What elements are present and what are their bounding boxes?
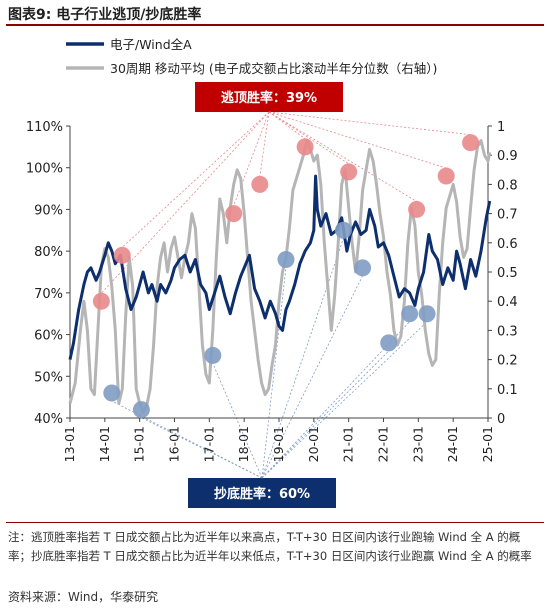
- x-tick-label: 19-01: [271, 426, 286, 462]
- bottom-marker: [354, 259, 372, 277]
- bottom-arrow: [212, 363, 263, 479]
- footnote: 注：逃顶胜率指若 T 日成交额占比为近半年以来高点，T-T+30 日区间内该行业…: [8, 530, 532, 563]
- top-annotation-label: 逃顶胜率：39%: [221, 90, 317, 106]
- bottom-annotation-box: [188, 478, 336, 508]
- right-tick-label: 0.4: [497, 295, 518, 310]
- top-annotation: 逃顶胜率：39%: [195, 82, 343, 112]
- x-tick-label: 17-01: [201, 426, 216, 462]
- top-annotation-box: [195, 82, 343, 112]
- right-tick-label: 0.6: [497, 237, 518, 252]
- right-tick-label: 0: [497, 412, 505, 427]
- left-tick-label: 80%: [34, 245, 63, 260]
- legend-label-ratio: 电子/Wind全A: [110, 37, 192, 52]
- bottom-annotation: 抄底胜率：60%: [188, 478, 336, 508]
- note-rule: [6, 522, 544, 523]
- bottom-marker: [103, 384, 121, 402]
- x-tick-label: 24-01: [445, 426, 460, 462]
- left-tick-label: 70%: [34, 287, 63, 302]
- x-tick-label: 25-01: [480, 426, 495, 462]
- x-tick-label: 20-01: [306, 426, 321, 462]
- series-line-ma: [68, 139, 492, 414]
- bottom-marker: [132, 401, 150, 419]
- x-tick-label: 16-01: [167, 426, 182, 462]
- right-tick-label: 0.7: [497, 208, 518, 223]
- plot-area: 40% 50% 60% 70% 80% 90% 100% 110% 0 0.1 0.2 0.3 0.4 0…: [26, 120, 518, 462]
- bottom-arrow: [261, 350, 390, 479]
- bottom-arrow: [141, 417, 263, 479]
- title-rule: [6, 24, 544, 26]
- right-tick-label: 0.8: [497, 178, 518, 193]
- top-marker: [296, 138, 314, 156]
- x-tick-label: 21-01: [341, 426, 356, 462]
- series-line-ratio: [68, 174, 492, 360]
- x-tick-label: 13-01: [62, 426, 77, 462]
- right-tick-label: 0.5: [497, 266, 518, 281]
- x-tick-label: 15-01: [132, 426, 147, 462]
- x-tick-label: 22-01: [376, 426, 391, 462]
- chart: 电子/Wind全A 30周期 移动平均 (电子成交额占比滚动半年分位数（右轴）)…: [26, 37, 518, 508]
- bottom-arrow: [261, 275, 363, 479]
- right-tick-label: 0.2: [497, 354, 518, 369]
- top-arrow: [268, 111, 306, 140]
- left-tick-label: 40%: [34, 412, 63, 427]
- top-marker: [251, 175, 269, 193]
- top-arrow: [268, 111, 417, 202]
- right-tick-label: 0.1: [497, 383, 518, 398]
- bottom-marker: [380, 334, 398, 352]
- bottom-marker: [204, 346, 222, 364]
- top-marker: [462, 134, 480, 152]
- top-marker: [437, 167, 455, 185]
- left-tick-label: 100%: [26, 162, 63, 177]
- bottom-marker: [334, 221, 352, 239]
- top-marker: [113, 246, 131, 264]
- top-arrow: [233, 111, 270, 206]
- bottom-marker: [277, 250, 295, 268]
- left-tick-label: 60%: [34, 329, 63, 344]
- bottom-marker: [418, 305, 436, 323]
- top-marker: [92, 292, 110, 310]
- x-tick-label: 14-01: [97, 426, 112, 462]
- right-tick-label: 1: [497, 120, 505, 135]
- top-arrow: [121, 111, 270, 248]
- source-line: 资料来源：Wind，华泰研究: [8, 590, 159, 604]
- top-marker: [340, 163, 358, 181]
- x-tick-label: 18-01: [236, 426, 251, 462]
- bottom-arrow: [261, 321, 428, 479]
- legend-label-ma: 30周期 移动平均 (电子成交额占比滚动半年分位数（右轴）): [110, 61, 437, 76]
- left-tick-label: 50%: [34, 370, 63, 385]
- top-marker: [225, 205, 243, 223]
- top-arrow: [268, 111, 447, 169]
- right-tick-label: 0.9: [497, 149, 518, 164]
- figure-title: 图表9: 电子行业逃顶/抄底胜率: [8, 7, 202, 23]
- right-tick-label: 0.3: [497, 324, 518, 339]
- x-tick-label: 23-01: [410, 426, 425, 462]
- top-marker: [408, 200, 426, 218]
- bottom-arrow: [261, 267, 287, 479]
- top-arrow: [259, 111, 270, 177]
- top-arrow: [268, 111, 471, 136]
- left-tick-label: 110%: [26, 120, 63, 135]
- left-tick-label: 90%: [34, 203, 63, 218]
- bottom-marker: [401, 305, 419, 323]
- legend: 电子/Wind全A 30周期 移动平均 (电子成交额占比滚动半年分位数（右轴）): [66, 37, 437, 76]
- bottom-annotation-label: 抄底胜率：60%: [214, 486, 310, 502]
